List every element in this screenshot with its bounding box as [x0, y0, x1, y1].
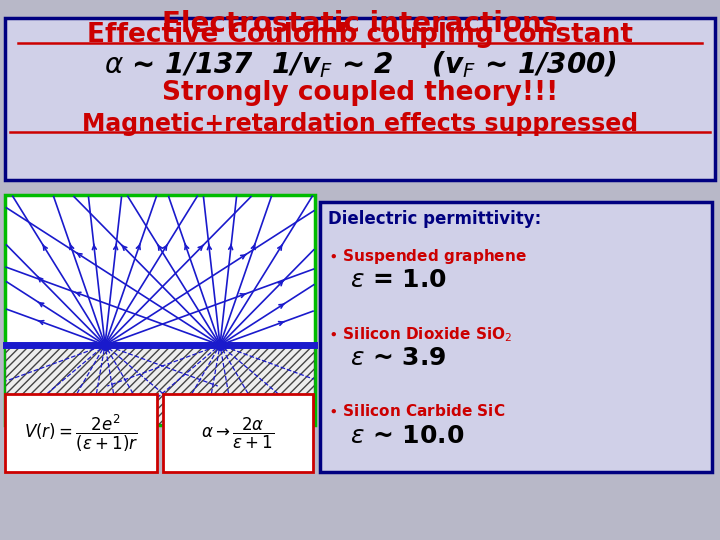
Text: Strongly coupled theory!!!: Strongly coupled theory!!! [162, 80, 558, 106]
Text: $\bullet$ Silicon Carbide SiC: $\bullet$ Silicon Carbide SiC [328, 403, 505, 419]
Bar [5, 394, 157, 472]
Bar [5, 18, 715, 180]
Bar [5, 195, 315, 425]
Text: Electrostatic interactions: Electrostatic interactions [162, 10, 558, 38]
Text: $\varepsilon$ = 1.0: $\varepsilon$ = 1.0 [350, 268, 447, 292]
Text: $\varepsilon$ ~ 10.0: $\varepsilon$ ~ 10.0 [350, 424, 464, 448]
Text: $\varepsilon$ ~ 3.9: $\varepsilon$ ~ 3.9 [350, 346, 446, 370]
Text: Magnetic+retardation effects suppressed: Magnetic+retardation effects suppressed [82, 112, 638, 136]
Text: Effective Coulomb coupling constant: Effective Coulomb coupling constant [87, 22, 633, 48]
Text: $\bullet$ Suspended graphene: $\bullet$ Suspended graphene [328, 247, 527, 266]
Bar [163, 394, 313, 472]
Text: Dielectric permittivity:: Dielectric permittivity: [328, 210, 541, 228]
Text: $\alpha \rightarrow \dfrac{2\alpha}{\varepsilon+1}$: $\alpha \rightarrow \dfrac{2\alpha}{\var… [202, 415, 274, 450]
Bar [6, 345, 314, 424]
Text: $V(r) = \dfrac{2e^2}{(\varepsilon+1)r}$: $V(r) = \dfrac{2e^2}{(\varepsilon+1)r}$ [24, 413, 138, 454]
Bar [320, 202, 712, 472]
Text: $\alpha$ ~ 1/137  1/v$_F$ ~ 2    (v$_F$ ~ 1/300): $\alpha$ ~ 1/137 1/v$_F$ ~ 2 (v$_F$ ~ 1/… [104, 49, 616, 80]
Text: $\bullet$ Silicon Dioxide SiO$_2$: $\bullet$ Silicon Dioxide SiO$_2$ [328, 325, 512, 343]
